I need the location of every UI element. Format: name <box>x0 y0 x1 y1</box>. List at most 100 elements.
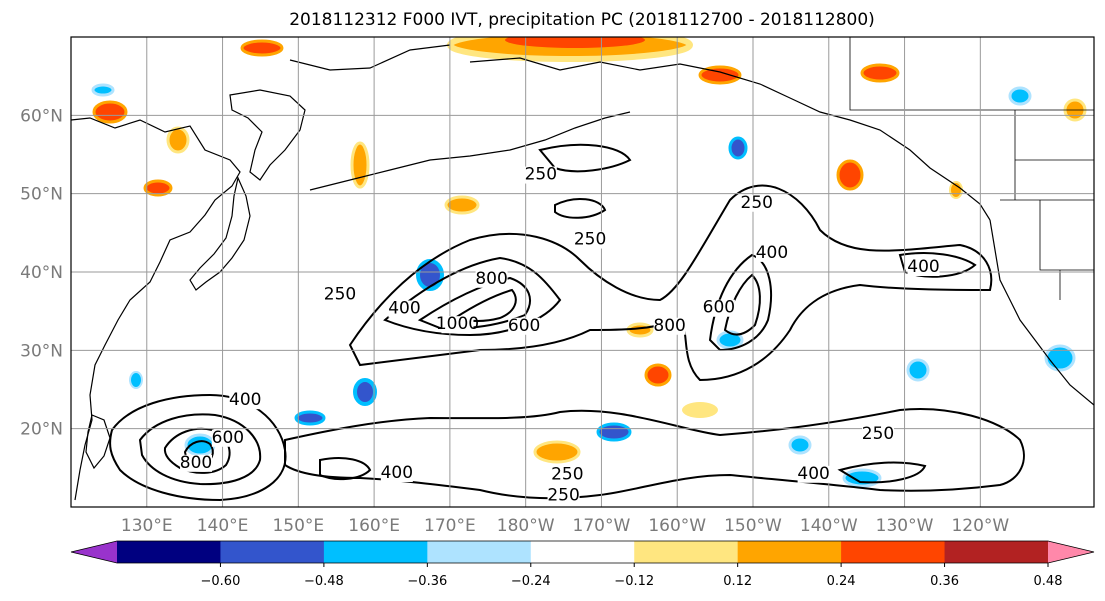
precip-blob <box>949 181 963 199</box>
asia-coastline <box>71 117 241 501</box>
contour-label-bg <box>380 465 413 483</box>
contour-label-bg <box>388 300 421 318</box>
figure-title: 2018112312 F000 IVT, precipitation PC (2… <box>289 10 875 30</box>
contour-label-bg <box>740 194 773 212</box>
colorbar-tick-label: 0.36 <box>930 574 959 589</box>
ivt-contour-label: 250 <box>862 424 894 444</box>
colorbar-swatch <box>117 541 221 563</box>
ivt-contour-label: 600 <box>212 428 244 448</box>
lon-tick-label: 130°W <box>876 516 934 536</box>
colorbar-tick-label: −0.12 <box>614 574 654 589</box>
lat-tick-label: 20°N <box>20 420 63 440</box>
map-panel[interactable]: 2502502502502502502504004004004004004006… <box>71 31 1094 507</box>
kamchatka-coastline <box>229 89 306 181</box>
colorbar-tick-label: −0.48 <box>304 574 344 589</box>
lat-tick-label: 50°N <box>20 185 63 205</box>
ivt-contour-label: 1000 <box>436 314 479 334</box>
colorbar-tick-label: −0.24 <box>511 574 551 589</box>
lon-tick-label: 140°E <box>197 516 249 536</box>
ivt-contour <box>417 276 531 330</box>
precip-blob <box>860 63 900 83</box>
lon-tick-label: 160°W <box>648 516 706 536</box>
colorbar-swatch <box>634 541 739 563</box>
colorbar-tick-label: −0.60 <box>201 574 241 589</box>
lon-tick-label: 150°E <box>272 516 324 536</box>
precip-blob <box>1044 344 1076 372</box>
coastlines <box>71 44 1094 501</box>
map-frame <box>70 36 1095 508</box>
lat-tick-label: 60°N <box>20 106 63 126</box>
precip-blob <box>682 402 718 418</box>
ivt-contour-label: 600 <box>508 316 540 336</box>
ivt-contour-label: 800 <box>475 269 507 289</box>
contour-label-bg <box>653 317 686 335</box>
ivt-contour <box>284 408 1025 500</box>
ivt-contour-label: 600 <box>703 298 735 318</box>
ivt-contour <box>538 143 632 173</box>
precip-blob <box>698 65 742 85</box>
lon-tick-label: 170°W <box>573 516 631 536</box>
contour-label-bg <box>180 454 213 472</box>
precip-blob <box>842 468 882 488</box>
philippines-coastline <box>85 414 111 470</box>
contour-label-bg <box>547 487 580 505</box>
ivt-contour-label: 800 <box>653 316 685 336</box>
colorbar-swatch <box>220 541 325 563</box>
ivt-contours <box>109 143 1025 502</box>
contour-label-bg <box>475 270 508 288</box>
lon-tick-label: 140°W <box>800 516 858 536</box>
precip-blob <box>91 83 115 97</box>
contour-label-bg <box>702 299 735 317</box>
colorbar-swatch <box>323 541 428 563</box>
contour-label-bg <box>211 429 244 447</box>
ivt-contour <box>452 288 517 322</box>
precip-blob <box>444 195 480 215</box>
border-line <box>849 37 1094 111</box>
ivt-contour-label: 400 <box>388 299 420 319</box>
ivt-contour-label: 250 <box>551 465 583 485</box>
precip-blob <box>92 100 128 124</box>
precip-blob <box>533 440 581 464</box>
ivt-contour <box>109 393 287 502</box>
colorbar-tick-label: 0.48 <box>1034 574 1063 589</box>
colorbar-tick-labels: −0.60 −0.48 −0.36 −0.24 −0.12 0.12 0.24 0.36 0.4… <box>201 563 1063 589</box>
colorbar-swatch <box>427 541 532 563</box>
precip-blob <box>166 126 190 154</box>
colorbar-swatch <box>841 541 946 563</box>
ivt-contour-label: 250 <box>547 486 579 506</box>
contour-label-bg <box>524 166 557 184</box>
contour-label-bg <box>755 244 788 262</box>
siberia-coastline <box>289 44 451 71</box>
lat-tick-label: 30°N <box>20 341 63 361</box>
ivt-contour-label: 250 <box>324 284 356 304</box>
ivt-contour <box>723 273 761 336</box>
ivt-contour-label: 250 <box>525 165 557 185</box>
latitude-labels: 20°N 30°N 40°N 50°N 60°N <box>20 106 63 439</box>
lon-tick-label: 130°E <box>121 516 173 536</box>
ivt-contour <box>837 461 927 484</box>
ivt-contour <box>554 198 607 219</box>
colorbar-extend-low <box>71 541 117 563</box>
lon-tick-label: 120°W <box>951 516 1009 536</box>
ivt-contour <box>383 256 562 337</box>
colorbar-outline <box>70 540 1095 564</box>
north-america-coastline <box>989 219 1094 406</box>
lon-tick-label: 160°E <box>348 516 400 536</box>
colorbar-swatch <box>737 541 842 563</box>
border-line <box>1039 200 1094 271</box>
ivt-contour-label: 400 <box>381 463 413 483</box>
precip-blob <box>129 371 143 389</box>
ivt-contour-label: 400 <box>229 390 261 410</box>
colorbar: −0.60 −0.48 −0.36 −0.24 −0.12 0.12 0.24 0.36 0.4… <box>70 540 1095 589</box>
contour-label-bg <box>508 317 541 335</box>
contour-label-bg <box>862 425 895 443</box>
lon-tick-label: 150°W <box>724 516 782 536</box>
precip-blob <box>836 159 864 191</box>
ivt-contour-label: 400 <box>907 257 939 277</box>
contour-label-bg <box>229 392 262 410</box>
precip-blob <box>906 358 930 382</box>
precip-blob <box>1008 86 1032 106</box>
precip-blob <box>728 136 748 160</box>
colorbar-tick-label: −0.36 <box>407 574 447 589</box>
